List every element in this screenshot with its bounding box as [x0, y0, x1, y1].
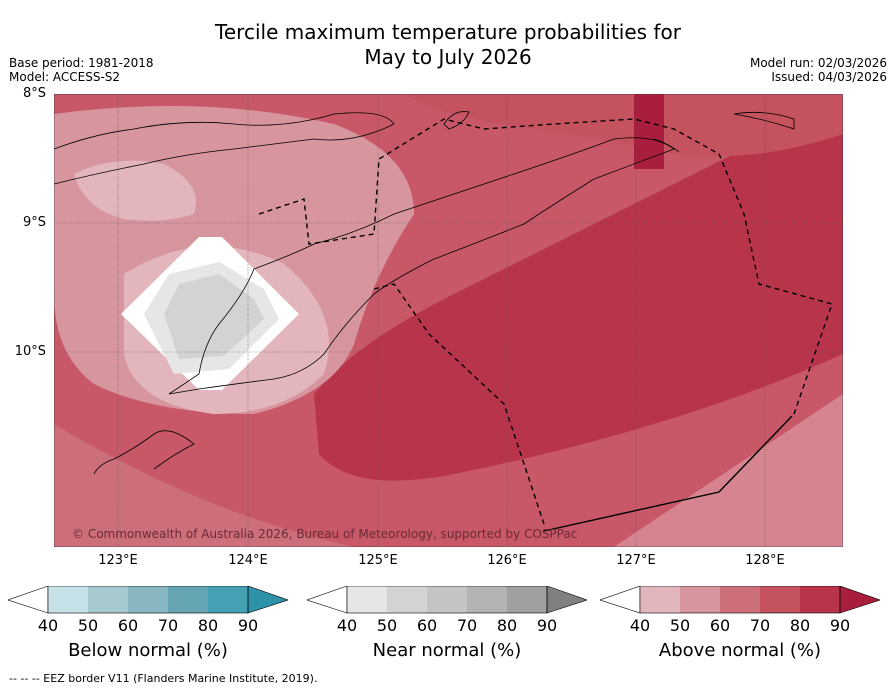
below-tick-70: 70: [157, 616, 179, 635]
colorbar-near-normal: 40 50 60 70 80 90: [306, 585, 588, 635]
above-tick-50: 50: [669, 616, 691, 635]
title-line-1: Tercile maximum temperature probabilitie…: [215, 20, 681, 44]
above-tick-40: 40: [629, 616, 651, 635]
above-tick-70: 70: [749, 616, 771, 635]
coastlines: [54, 111, 795, 475]
probability-map: © Commonwealth of Australia 2026, Bureau…: [54, 94, 843, 547]
near-tick-80: 80: [496, 616, 518, 635]
model-name: Model: ACCESS-S2: [9, 70, 121, 84]
meta-right: Model run: 02/03/2026 Issued: 04/03/2026: [750, 56, 887, 84]
lon-label-127e: 127°E: [616, 553, 656, 568]
colorbar-below-normal: 40 50 60 70 80 90: [7, 585, 289, 635]
near-normal-50: [164, 274, 264, 359]
near-normal-label: Near normal (%): [372, 640, 522, 661]
region-80-diagonal: [314, 114, 843, 481]
near-tick-70: 70: [456, 616, 478, 635]
region-60-bottom-left: [54, 424, 354, 547]
eez-footnote: -- -- -- EEZ border V11 (Flanders Marine…: [9, 672, 318, 685]
colorbar-below-swatches: [7, 585, 289, 614]
below-normal-label: Below normal (%): [68, 640, 228, 661]
above-normal-label: Above normal (%): [658, 640, 822, 661]
below-tick-80: 80: [197, 616, 219, 635]
below-tick-90: 90: [237, 616, 259, 635]
colorbar-near-swatches: [306, 585, 588, 614]
lon-label-124e: 124°E: [228, 553, 268, 568]
lat-label-10s: 10°S: [14, 344, 46, 359]
above-tick-90: 90: [829, 616, 851, 635]
issued-date: Issued: 04/03/2026: [771, 70, 887, 84]
region-60-bottom-right: [614, 394, 843, 547]
near-tick-50: 50: [376, 616, 398, 635]
region-40-northwest: [74, 160, 196, 221]
near-tick-90: 90: [536, 616, 558, 635]
lat-label-9s: 9°S: [22, 215, 46, 230]
base-period: Base period: 1981-2018: [9, 56, 154, 70]
colorbar-above-normal: 40 50 60 70 80 90: [599, 585, 881, 635]
near-tick-60: 60: [416, 616, 438, 635]
lon-label-125e: 125°E: [358, 553, 398, 568]
above-tick-80: 80: [789, 616, 811, 635]
lon-label-126e: 126°E: [487, 553, 527, 568]
model-run: Model run: 02/03/2026: [749, 56, 887, 70]
region-90-top: [634, 94, 664, 169]
above-tick-60: 60: [709, 616, 731, 635]
lat-label-8s: 8°S: [22, 86, 46, 101]
near-tick-40: 40: [336, 616, 358, 635]
copyright-notice: © Commonwealth of Australia 2026, Bureau…: [72, 527, 577, 541]
below-tick-50: 50: [77, 616, 99, 635]
lon-label-123e: 123°E: [98, 553, 138, 568]
lon-label-128e: 128°E: [745, 553, 785, 568]
eez-border: [258, 118, 833, 525]
region-70-top: [404, 94, 843, 157]
meta-left: Base period: 1981-2018 Model: ACCESS-S2: [9, 56, 154, 84]
below-tick-60: 60: [117, 616, 139, 635]
title-line-2: May to July 2026: [364, 45, 532, 69]
map-title: Tercile maximum temperature probabilitie…: [0, 20, 896, 70]
below-tick-40: 40: [37, 616, 59, 635]
colorbar-above-swatches: [599, 585, 881, 614]
eez-solid-segment: [543, 415, 793, 532]
